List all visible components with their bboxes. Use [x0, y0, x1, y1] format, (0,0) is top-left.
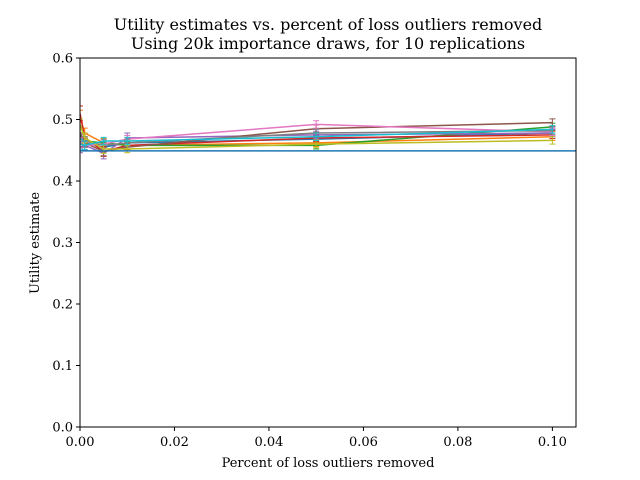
chart-subtitle: Using 20k importance draws, for 10 repli… — [131, 34, 525, 53]
x-tick-label: 0.00 — [66, 435, 95, 450]
x-tick-label: 0.04 — [254, 435, 283, 450]
error-bar — [80, 141, 83, 154]
x-tick-label: 0.06 — [349, 435, 378, 450]
y-axis: 0.0 0.1 0.2 0.3 0.4 0.5 0.6 — [52, 52, 80, 436]
plot-area — [80, 105, 576, 160]
error-bar — [549, 136, 556, 145]
series-line-10 — [80, 128, 553, 147]
chart-title: Utility estimates vs. percent of loss ou… — [114, 15, 543, 34]
y-tick-label: 0.3 — [52, 236, 73, 251]
y-axis-label: Utility estimate — [28, 192, 43, 294]
y-tick-label: 0.4 — [52, 175, 73, 190]
x-tick-label: 0.02 — [160, 435, 189, 450]
y-tick-label: 0.5 — [52, 113, 73, 128]
plot-frame — [79, 57, 577, 428]
error-bar — [80, 138, 83, 150]
error-bar — [80, 118, 83, 131]
error-bar — [313, 120, 320, 129]
x-axis: 0.00 0.02 0.04 0.06 0.08 0.10 — [66, 427, 567, 450]
error-bar — [313, 132, 320, 141]
x-tick-label: 0.10 — [538, 435, 567, 450]
error-bar — [124, 136, 131, 146]
error-bar — [100, 136, 107, 146]
y-tick-label: 0.1 — [52, 359, 73, 374]
error-bar — [80, 137, 83, 149]
error-bar — [549, 125, 556, 134]
x-axis-label: Percent of loss outliers removed — [222, 456, 435, 471]
x-tick-label: 0.08 — [443, 435, 472, 450]
error-bar — [80, 105, 83, 122]
error-bar — [81, 140, 88, 151]
series-line-9 — [80, 124, 553, 150]
y-tick-label: 0.0 — [52, 421, 73, 436]
y-tick-label: 0.6 — [52, 52, 73, 67]
y-tick-label: 0.2 — [52, 298, 73, 313]
